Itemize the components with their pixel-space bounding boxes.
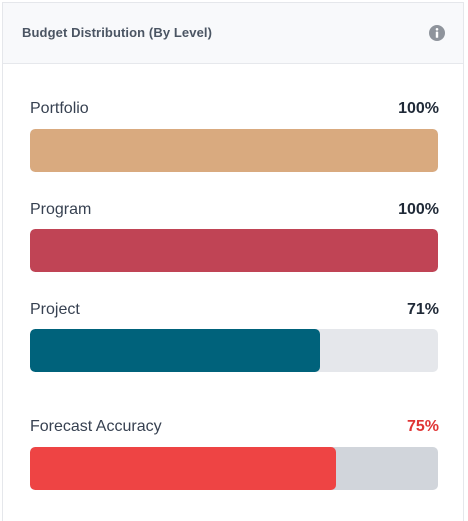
project-value: 71% — [406, 301, 439, 318]
card-title: Budget Distribution (By Level) — [22, 25, 213, 40]
forecast-accuracy-label: Forecast Accuracy — [30, 418, 162, 435]
project-progress-fill — [30, 329, 320, 372]
forecast-accuracy-progress-fill — [30, 447, 336, 490]
portfolio-label: Portfolio — [30, 100, 89, 117]
portfolio-value: 100% — [398, 100, 439, 117]
program-progress-bar — [30, 229, 438, 272]
program-label: Program — [30, 201, 92, 218]
portfolio-progress-bar — [30, 129, 438, 172]
project-progress-bar — [30, 329, 438, 372]
info-icon[interactable] — [429, 25, 445, 41]
forecast-accuracy-progress-bar — [30, 447, 438, 490]
card-header: Budget Distribution (By Level) — [3, 3, 463, 64]
program-value: 100% — [398, 201, 439, 218]
portfolio-progress-fill — [30, 129, 438, 172]
project-label: Project — [30, 301, 80, 318]
program-progress-fill — [30, 229, 438, 272]
forecast-accuracy-value: 75% — [406, 418, 439, 435]
